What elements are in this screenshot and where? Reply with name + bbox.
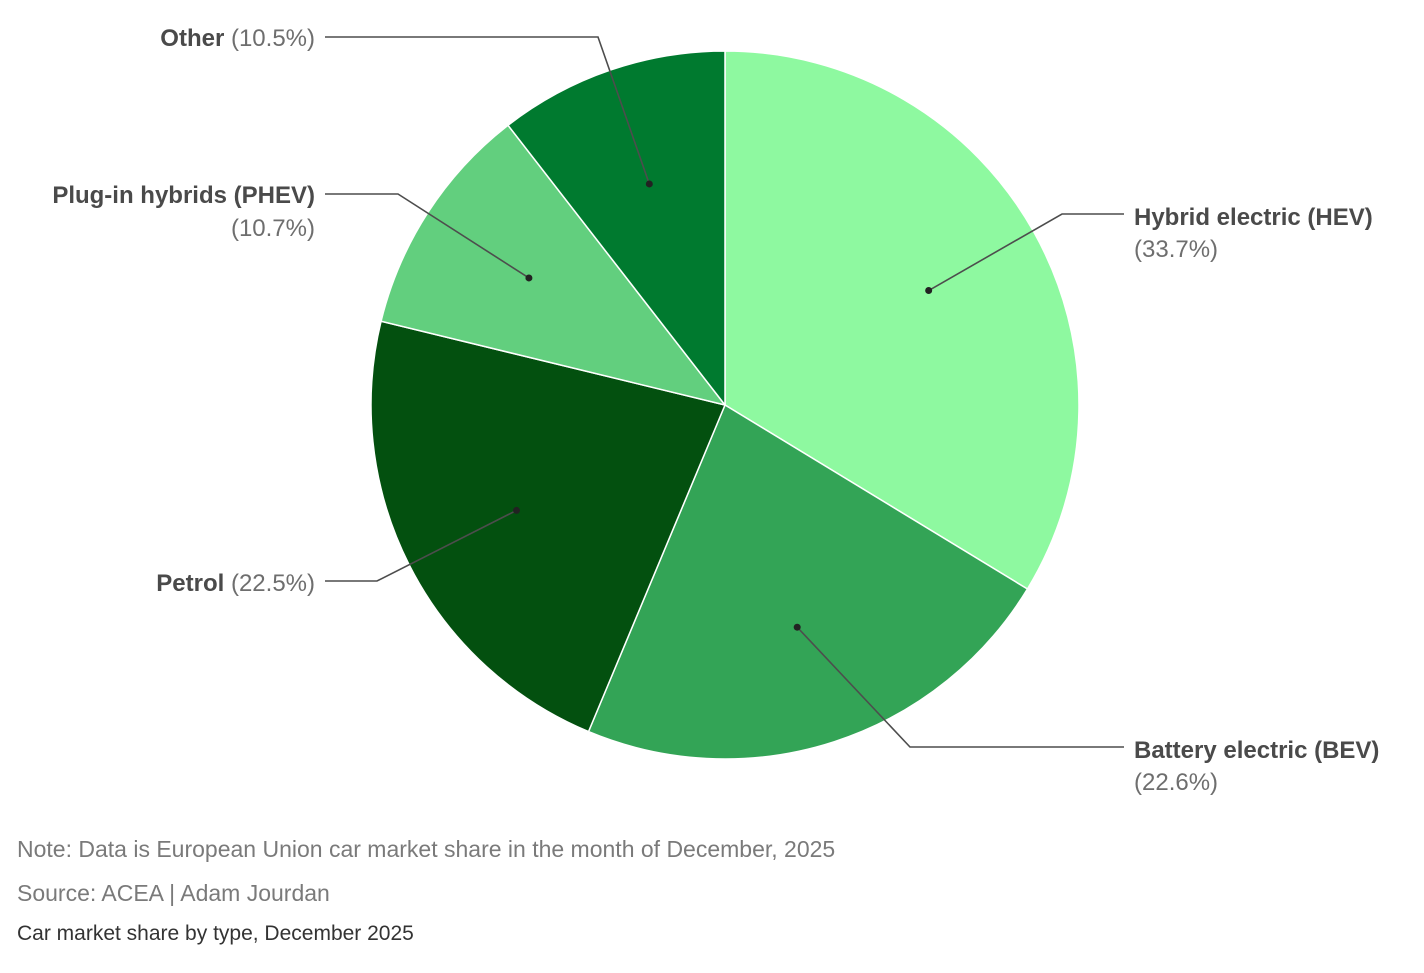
slice-labels: Hybrid electric (HEV) (33.7%) Battery elec… [52,25,1379,796]
slice-label-hybrid-electric-hev: Hybrid electric (HEV) [1134,204,1373,231]
slice-value-hybrid-electric-hev: (33.7%) [1134,236,1218,263]
slice-label-other: Other (10.5%) [160,25,315,52]
chart-title: Car market share by type, December 2025 [17,922,414,945]
leader-line-plug-in-hybrids-phev [325,193,530,279]
leader-line-battery-electric-bev [796,626,1124,748]
slice-label-petrol: Petrol (22.5%) [156,570,315,597]
leader-line-other [325,36,651,185]
slice-value-battery-electric-bev: (22.6%) [1134,769,1218,796]
slice-name-other: Other [160,25,224,52]
pie-slice-battery-electric-bev [587,404,1029,760]
slice-value-petrol: (22.5%) [224,570,315,597]
leader-dot-plug-in-hybrids-phev [525,274,533,282]
leader-dot-other [645,180,653,188]
leader-line-hybrid-electric-hev [928,213,1124,292]
slice-value-plug-in-hybrids-phev: (10.7%) [231,215,315,242]
leader-line-petrol [325,509,517,582]
leader-dot-battery-electric-bev [793,623,801,631]
slice-label-plug-in-hybrids-phev: Plug-in hybrids (PHEV) [52,182,315,209]
leader-lines [325,36,1124,748]
slice-value-other: (10.5%) [224,25,315,52]
slice-name-petrol: Petrol [156,570,224,597]
slice-label-battery-electric-bev: Battery electric (BEV) [1134,737,1379,764]
chart-note: Note: Data is European Union car market … [17,836,836,862]
chart-source: Source: ACEA | Adam Jourdan [17,880,330,906]
pie-slices [370,50,1080,760]
leader-dot-petrol [512,506,520,514]
pie-slice-hybrid-electric-hev [724,50,1080,590]
leader-dot-hybrid-electric-hev [925,287,933,295]
